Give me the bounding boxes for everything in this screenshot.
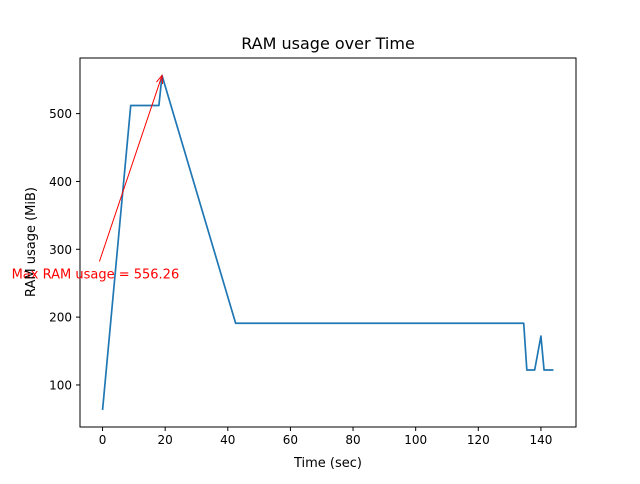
x-tick-label: 20 [158, 433, 173, 447]
annotation-arrow-head [156, 74, 164, 85]
annotation-arrow-line [98, 75, 163, 262]
x-tick-label: 140 [529, 433, 552, 447]
x-tick-label: 120 [467, 433, 490, 447]
y-tick-label: 200 [49, 311, 72, 325]
x-tick-label: 40 [220, 433, 235, 447]
y-tick-label: 500 [49, 107, 72, 121]
series-layer [101, 74, 554, 411]
y-axis-ticks: 100 200 300 400 500 [49, 107, 80, 392]
x-axis-label: Time (sec) [293, 456, 362, 471]
y-axis-label: RAM usage (MiB) [24, 187, 39, 297]
annotation-layer: Max RAM usage = 556.26 [12, 74, 180, 282]
x-axis-ticks: 0 20 40 60 80 100 120 140 [99, 427, 552, 447]
plot-area-frame [79, 57, 577, 428]
y-tick-label: 400 [49, 175, 72, 189]
x-tick-label: 60 [283, 433, 298, 447]
x-tick-label: 80 [345, 433, 360, 447]
y-tick-label: 100 [49, 378, 72, 392]
annotation-label: Max RAM usage = 556.26 [12, 267, 180, 282]
x-tick-label: 0 [99, 433, 107, 447]
y-tick-label: 300 [49, 243, 72, 257]
chart-title: RAM usage over Time [241, 34, 415, 53]
x-tick-label: 100 [404, 433, 427, 447]
series-line-0 [101, 74, 554, 411]
